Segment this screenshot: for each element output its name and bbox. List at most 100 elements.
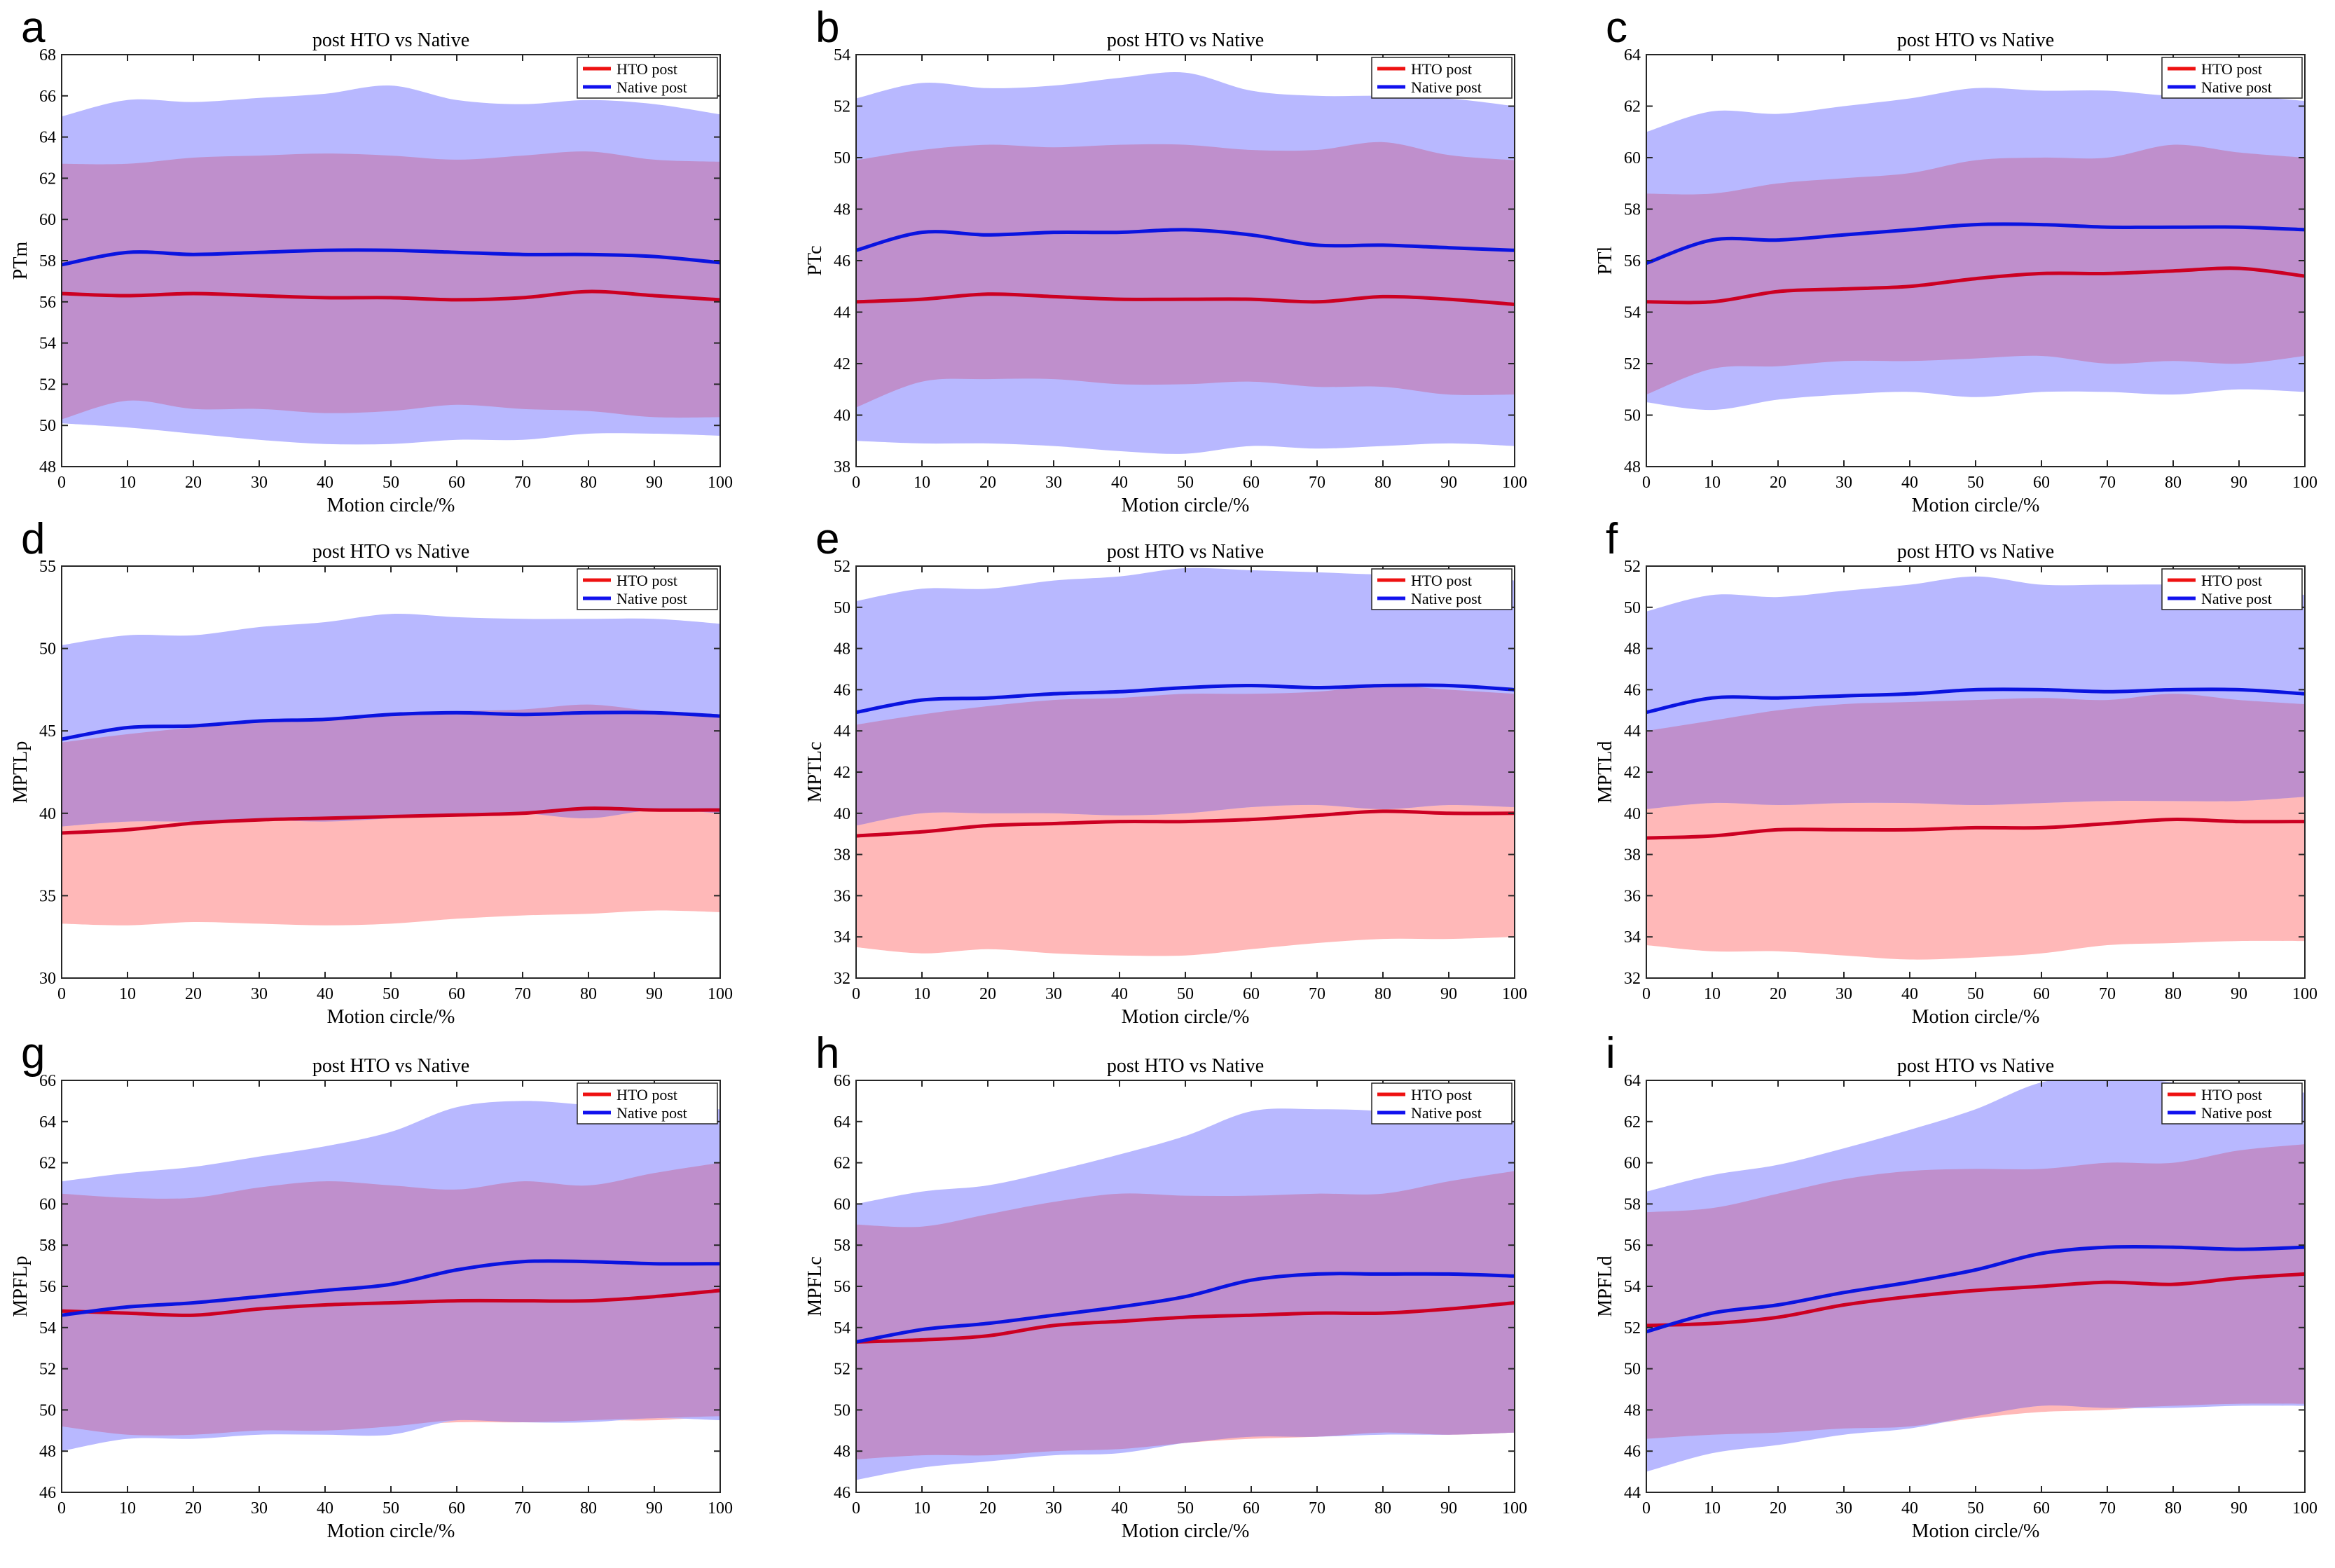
panel-letter: i — [1606, 1029, 1616, 1078]
y-axis-label: MPFLd — [1594, 1256, 1616, 1316]
y-tick-label: 56 — [39, 1278, 56, 1296]
x-axis-label: Motion circle/% — [1912, 495, 2040, 516]
x-tick-label: 50 — [383, 474, 399, 492]
y-tick-label: 46 — [834, 1484, 850, 1502]
x-axis-label: Motion circle/% — [1122, 1520, 1250, 1542]
x-tick-label: 70 — [2099, 474, 2116, 492]
x-tick-label: 40 — [1111, 1499, 1128, 1518]
x-axis-label: Motion circle/% — [1122, 495, 1250, 516]
native-post-mean-line — [62, 710, 720, 741]
y-tick-label: 46 — [1624, 681, 1641, 699]
chart-panel-f: f post HTO vs Native 0 10 20 30 40 50 60 70 80 90 10… — [1594, 515, 2317, 1028]
x-tick-label: 0 — [852, 985, 860, 1003]
native-post-mean-line — [62, 1259, 720, 1317]
x-tick-label: 100 — [1502, 1499, 1527, 1518]
x-tick-label: 70 — [514, 985, 531, 1003]
x-tick-label: 10 — [914, 474, 930, 492]
legend-box — [1371, 57, 1513, 99]
x-axis-label: Motion circle/% — [1912, 1520, 2040, 1542]
x-tick-label: 70 — [2099, 985, 2116, 1003]
native-post-mean-line — [1646, 1244, 2305, 1334]
x-tick-label: 100 — [708, 474, 733, 492]
legend-label-hto: HTO post — [617, 572, 677, 589]
x-tick-label: 80 — [1375, 985, 1391, 1003]
x-tick-label: 40 — [317, 985, 333, 1003]
x-tick-label: 40 — [317, 474, 333, 492]
legend-box — [2161, 568, 2303, 610]
panel-letter: d — [21, 515, 45, 563]
hto-post-mean-line — [856, 809, 1515, 838]
y-tick-label: 62 — [39, 170, 56, 188]
y-tick-label: 60 — [1624, 149, 1641, 167]
x-tick-label: 0 — [57, 1499, 66, 1518]
x-tick-label: 90 — [1440, 1499, 1457, 1518]
x-tick-label: 70 — [1309, 1499, 1325, 1518]
x-tick-label: 0 — [852, 1499, 860, 1518]
panel-letter: a — [21, 4, 46, 52]
x-tick-label: 40 — [1111, 474, 1128, 492]
chart-panel-b: b post HTO vs Native 0 10 20 30 40 50 60 70 80 90 10… — [804, 4, 1527, 516]
y-tick-label: 58 — [1624, 201, 1641, 219]
x-tick-label: 50 — [1967, 474, 1984, 492]
y-tick-label: 58 — [39, 252, 56, 270]
y-tick-label: 62 — [834, 1155, 850, 1173]
y-axis-label: MPTLd — [1594, 741, 1616, 804]
y-tick-label: 56 — [39, 294, 56, 312]
x-tick-label: 40 — [1901, 1499, 1918, 1518]
x-tick-label: 50 — [1177, 1499, 1194, 1518]
y-tick-label: 40 — [1624, 805, 1641, 823]
plot-area — [856, 71, 1515, 454]
x-tick-label: 70 — [514, 474, 531, 492]
legend-label-hto: HTO post — [1411, 60, 1472, 78]
hto-post-mean-line — [856, 292, 1515, 306]
y-axis-label: MPTLc — [804, 741, 826, 802]
chart-title: post HTO vs Native — [1897, 1055, 2054, 1077]
chart-panel-h: h post HTO vs Native 0 10 20 30 40 50 60 70 80 90 10… — [804, 1029, 1527, 1542]
x-tick-label: 30 — [1835, 1499, 1852, 1518]
sd-band-overlap — [62, 151, 720, 420]
chart-title: post HTO vs Native — [1897, 29, 2054, 51]
y-tick-label: 46 — [1624, 1443, 1641, 1461]
y-tick-label: 50 — [39, 417, 56, 435]
x-tick-label: 70 — [514, 1499, 531, 1518]
x-axis-label: Motion circle/% — [327, 1006, 455, 1028]
native-post-mean-line — [856, 683, 1515, 715]
y-tick-label: 42 — [1624, 764, 1641, 782]
x-tick-label: 10 — [119, 474, 136, 492]
panel-letter: e — [815, 515, 839, 563]
plot-area — [62, 1101, 720, 1452]
chart-title: post HTO vs Native — [312, 29, 469, 51]
legend-label-native: Native post — [2201, 1104, 2272, 1122]
hto-post-mean-line — [1646, 818, 2305, 840]
sd-band-overlap — [856, 1171, 1515, 1459]
x-tick-label: 90 — [2231, 474, 2247, 492]
panel-letter: f — [1606, 515, 1618, 563]
x-tick-label: 40 — [317, 1499, 333, 1518]
y-tick-label: 44 — [1624, 722, 1641, 741]
x-tick-label: 100 — [1502, 474, 1527, 492]
y-tick-label: 64 — [1624, 46, 1641, 64]
y-tick-label: 52 — [834, 558, 850, 576]
x-tick-label: 100 — [1502, 985, 1527, 1003]
y-tick-label: 54 — [1624, 1278, 1641, 1296]
x-tick-label: 20 — [185, 985, 202, 1003]
sd-band-overlap — [62, 1162, 720, 1436]
y-tick-label: 48 — [834, 640, 850, 659]
x-tick-label: 20 — [1770, 1499, 1786, 1518]
y-tick-label: 60 — [39, 1195, 56, 1213]
panel-letter: g — [21, 1029, 45, 1078]
y-tick-label: 48 — [834, 1443, 850, 1461]
y-axis-label: PTc — [804, 245, 826, 275]
y-tick-label: 52 — [834, 98, 850, 116]
legend-label-hto: HTO post — [2201, 572, 2262, 589]
y-tick-label: 50 — [1624, 1361, 1641, 1379]
x-tick-label: 90 — [646, 1499, 663, 1518]
y-tick-label: 48 — [39, 1443, 56, 1461]
legend-label-native: Native post — [1411, 78, 1482, 96]
x-tick-label: 10 — [119, 1499, 136, 1518]
legend-label-hto: HTO post — [2201, 60, 2262, 78]
